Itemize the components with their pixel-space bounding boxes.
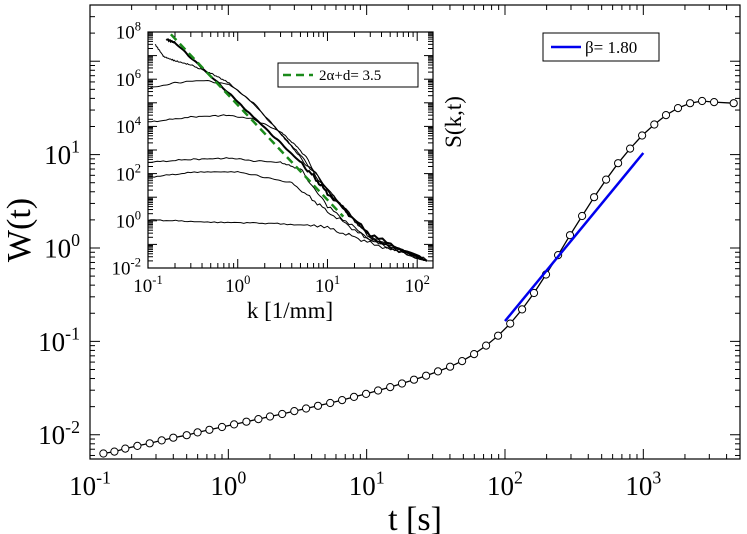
w-data-point [374, 386, 383, 395]
w-data-point [169, 433, 178, 442]
inset-x-ticks: 10-1 100 101 102 [133, 32, 430, 297]
w-data-point [494, 331, 503, 340]
w-data-point [145, 439, 154, 448]
w-data-point [686, 99, 695, 108]
inset-x-axis-title: k [1/mm] [247, 298, 333, 323]
w-data-point [602, 175, 611, 184]
w-data-point [254, 415, 263, 424]
w-data-point [446, 362, 455, 371]
w-data-point [205, 425, 214, 434]
w-data-point [409, 375, 419, 384]
x-tick-label: 10-1 [133, 273, 162, 297]
w-data-point [433, 367, 443, 376]
w-data-point [614, 159, 623, 168]
y-tick-label: 10-2 [38, 417, 80, 450]
inset-plot-area [147, 33, 428, 262]
w-data-point [313, 401, 323, 410]
w-data-point [638, 131, 647, 140]
main-plot-area [99, 96, 738, 458]
w-data-point [290, 407, 299, 416]
slope-guide-line [169, 33, 345, 218]
w-data-point [133, 441, 142, 450]
x-tick-label: 100 [225, 273, 250, 297]
w-data-point [338, 396, 347, 405]
main-y-axis-title: W(t) [1, 198, 38, 262]
y-tick-label: 100 [44, 230, 80, 263]
w-data-point [182, 431, 191, 440]
main-legend-label: β= 1.80 [585, 38, 637, 57]
w-data-point [193, 428, 202, 437]
w-data-point [397, 379, 407, 388]
w-data-point [710, 98, 719, 107]
w-data-point [242, 417, 251, 426]
w-data-point [729, 99, 738, 108]
w-data-point [302, 404, 311, 413]
structure-factor-curve [147, 79, 428, 262]
x-tick-label: 101 [315, 273, 340, 297]
y-tick-label: 10-2 [112, 256, 141, 280]
w-data-point [518, 305, 527, 314]
w-data-point [626, 144, 635, 153]
inset-legend-label: 2α+d= 3.5 [319, 68, 381, 84]
w-data-point [565, 231, 575, 240]
w-data-point [673, 104, 683, 113]
main-x-axis-title: t [s] [388, 501, 442, 534]
inset-y-ticks: 10-2 100 102 104 106 108 [112, 20, 433, 280]
w-data-point [458, 357, 467, 366]
x-tick-label: 102 [487, 468, 523, 501]
w-data-point [578, 211, 587, 221]
x-tick-label: 100 [210, 468, 246, 501]
main-legend: β= 1.80 [542, 32, 660, 62]
w-data-point [698, 96, 707, 106]
w-data-point [362, 389, 371, 398]
y-tick-label: 10-1 [38, 323, 80, 356]
structure-factor-curve [147, 157, 428, 262]
main-x-ticks: 10-1 100 101 102 103 [69, 5, 741, 501]
y-tick-label: 108 [116, 20, 141, 44]
y-tick-label: 106 [116, 67, 141, 91]
structure-factor-curve [165, 38, 428, 262]
w-data-point [422, 371, 431, 380]
x-tick-label: 103 [625, 468, 661, 501]
y-tick-label: 100 [116, 208, 141, 232]
w-data-point [661, 111, 671, 120]
y-tick-label: 102 [116, 161, 141, 185]
w-data-point [386, 383, 395, 392]
structure-factor-curve [147, 219, 428, 262]
inset-legend: 2α+d= 3.5 [277, 62, 419, 88]
w-data-point [121, 444, 130, 453]
w-data-point [529, 288, 539, 298]
x-tick-label: 102 [405, 273, 430, 297]
w-data-point [349, 392, 359, 401]
w-data-point [470, 350, 479, 359]
w-data-point [230, 420, 239, 429]
x-tick-label: 10-1 [69, 468, 111, 501]
x-tick-label: 101 [349, 468, 385, 501]
w-data-point [506, 319, 515, 328]
w-data-point [265, 412, 275, 421]
structure-factor-curve [147, 170, 428, 262]
w-data-point [650, 120, 659, 129]
structure-factor-curve [154, 43, 428, 262]
w-data-point [157, 436, 166, 445]
inset-y-axis-title: S(k,t) [441, 96, 466, 148]
beta-fit-line [504, 152, 645, 322]
w-data-point [217, 422, 227, 432]
w-data-point [326, 398, 335, 408]
y-tick-label: 104 [116, 114, 142, 138]
y-tick-label: 101 [44, 137, 80, 170]
w-data-point [278, 409, 287, 419]
structure-factor-curve [148, 114, 428, 262]
w-data-point [110, 447, 119, 456]
w-data-point [590, 193, 599, 202]
w-data-point [482, 341, 491, 350]
w-data-point [99, 449, 108, 458]
